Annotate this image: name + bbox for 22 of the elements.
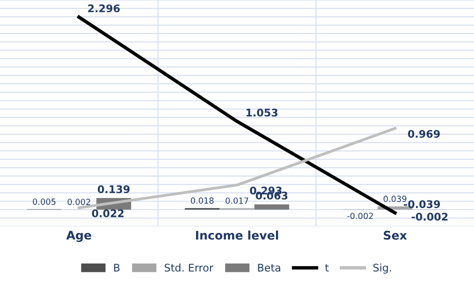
data-label: 2.296 (88, 4, 120, 12)
data-label: 0.969 (408, 130, 440, 138)
data-label: 1.053 (246, 108, 278, 117)
legend-label: Std. Error (164, 264, 214, 272)
legend-label: Sig. (373, 264, 391, 274)
data-label: -0.002 (347, 212, 373, 220)
data-label: -0.002 (412, 212, 448, 221)
data-label: 0.005 (32, 198, 56, 205)
bar (254, 204, 290, 210)
data-label: 0.039 (384, 196, 406, 202)
legend-label: B (114, 264, 120, 272)
data-label: 0.017 (226, 198, 248, 204)
data-label: 0.022 (92, 209, 124, 218)
x-tick-label: Income level (196, 230, 278, 240)
legend-label: t (325, 264, 329, 272)
data-label: 0.002 (68, 198, 90, 206)
x-tick-label: Age (66, 230, 92, 242)
data-label: -0.039 (404, 200, 440, 208)
data-label: 0.018 (190, 197, 214, 204)
x-tick-label: Sex (384, 230, 407, 240)
legend-label: Beta (258, 264, 280, 272)
data-label: 0.139 (98, 185, 130, 194)
